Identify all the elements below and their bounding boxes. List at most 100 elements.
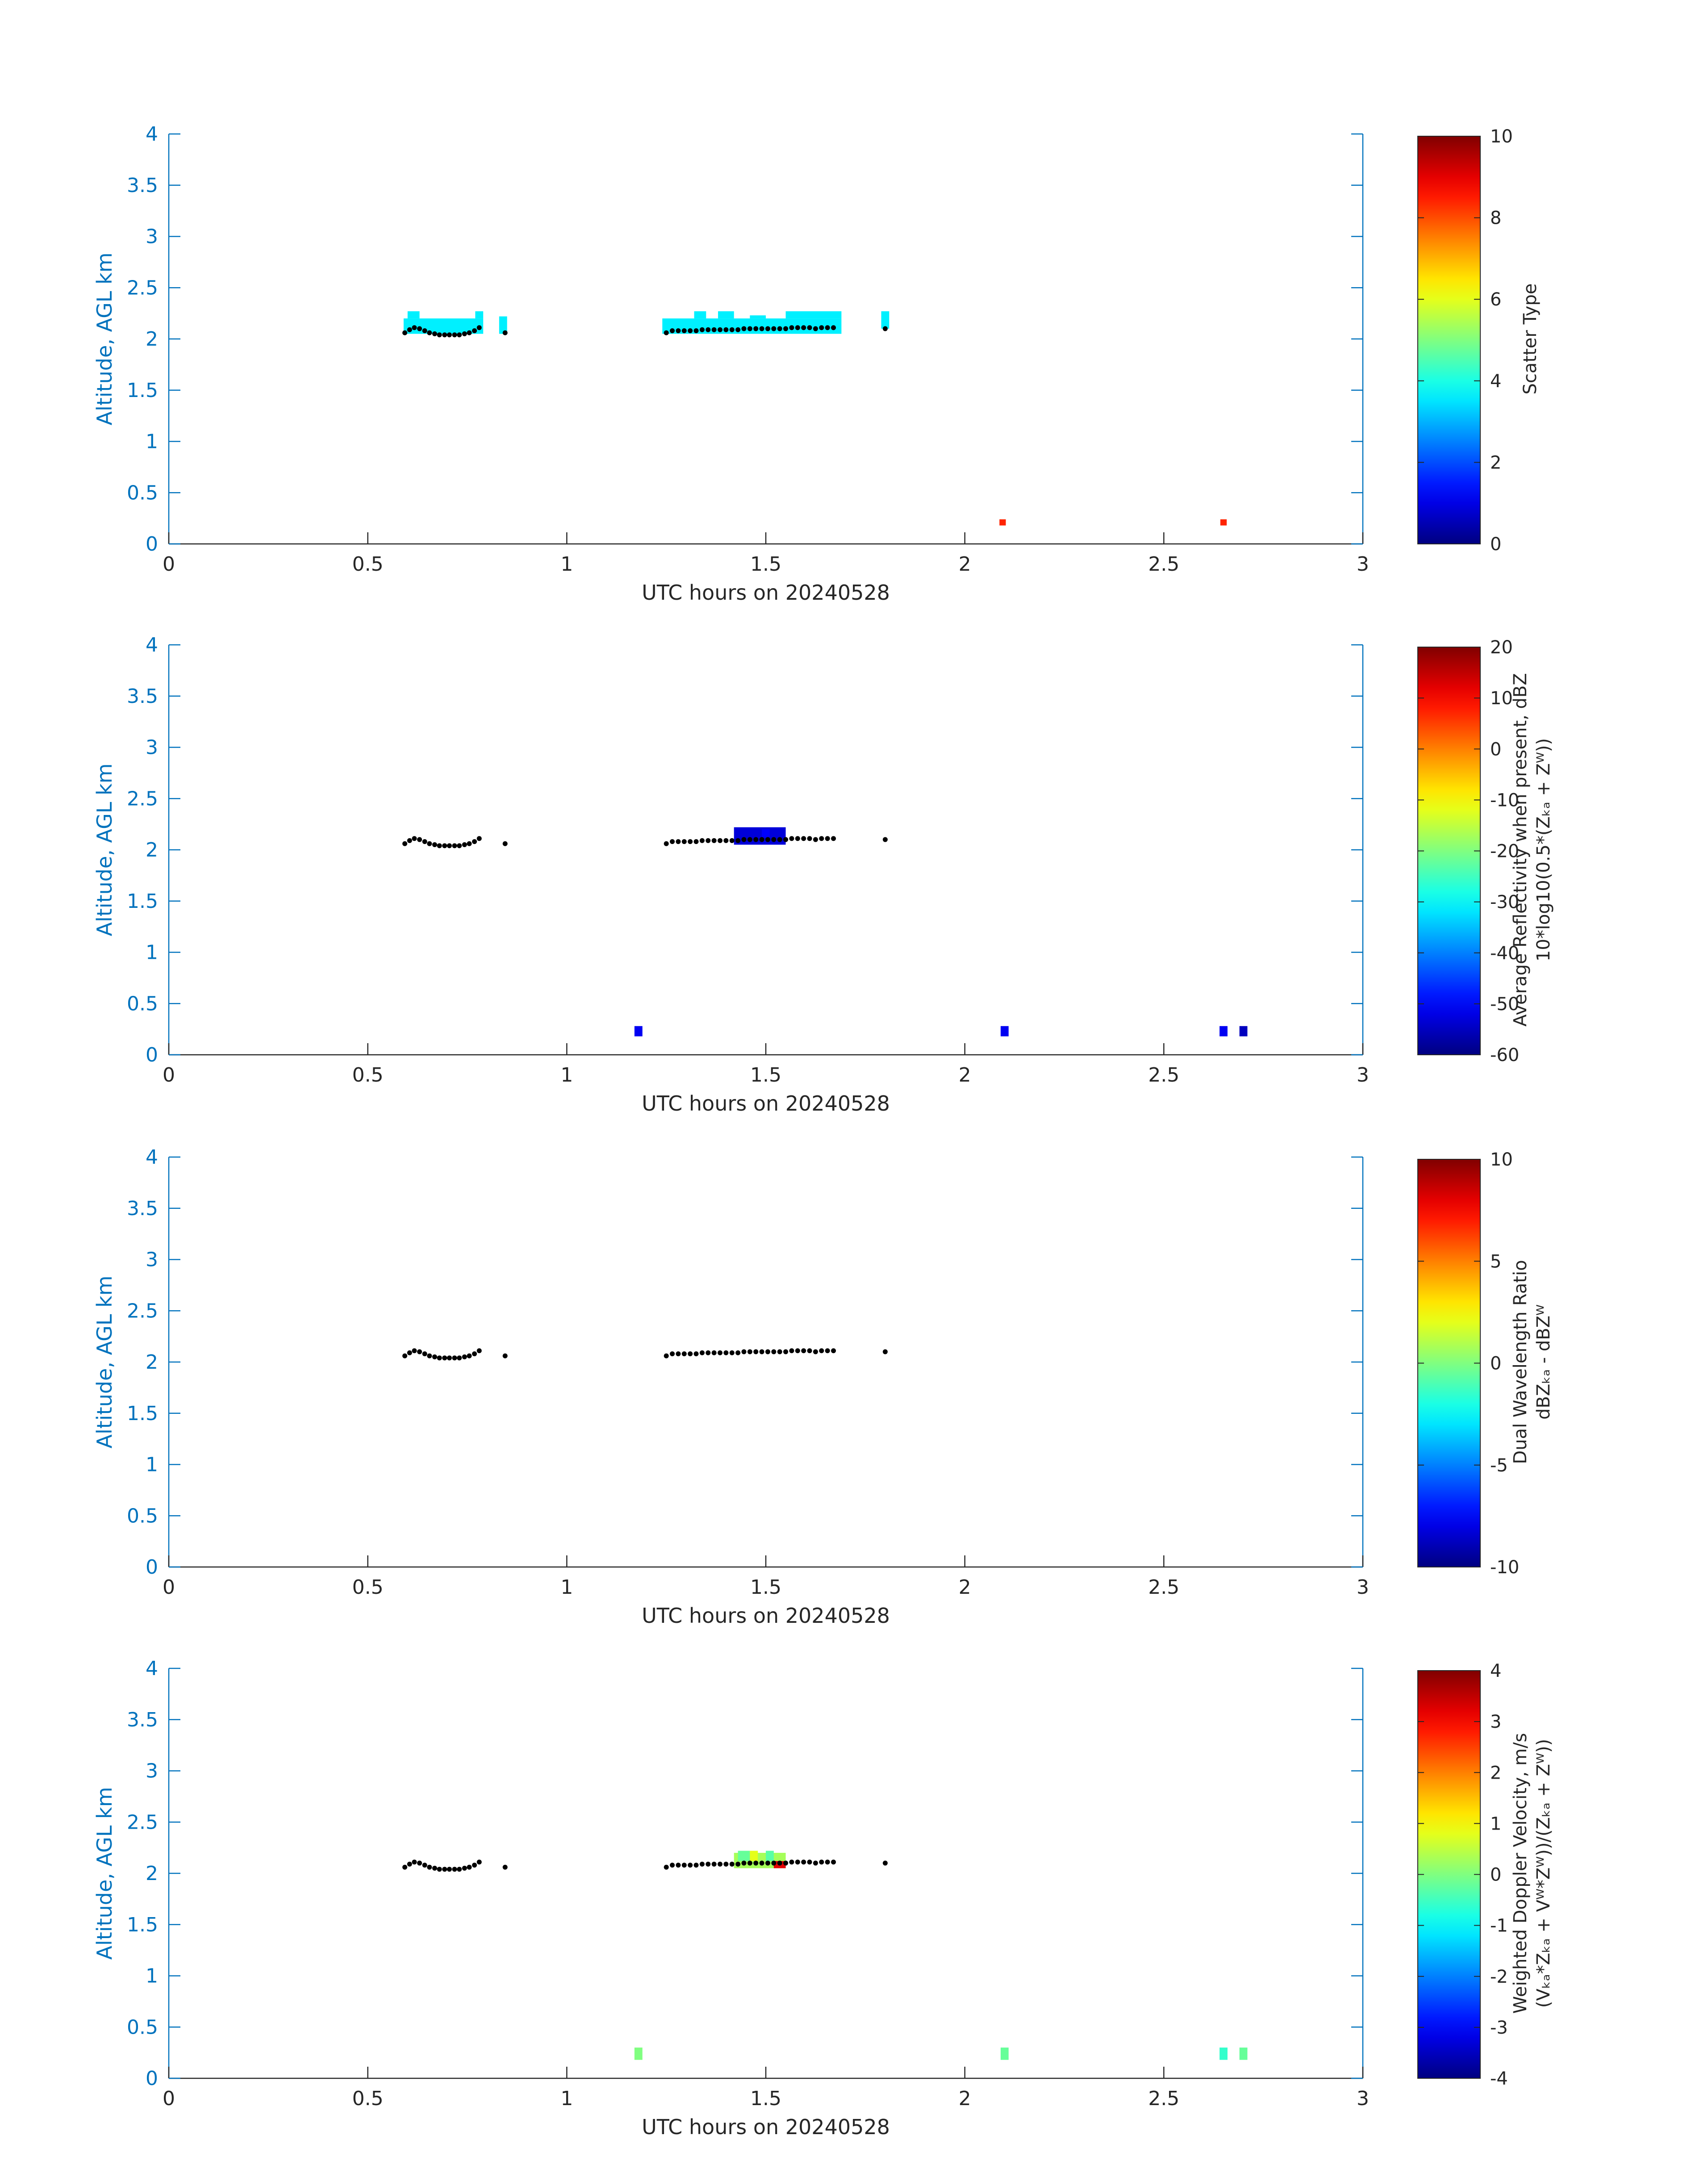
scatter-point	[801, 1859, 806, 1865]
scatter-point	[447, 1867, 452, 1872]
scatter-point	[432, 1354, 437, 1360]
scatter-point	[681, 328, 687, 334]
scatter-point	[670, 839, 675, 844]
colorbar-tick-label: 6	[1490, 289, 1501, 310]
scatter-point	[412, 836, 417, 841]
y-tick-label: 3	[146, 736, 158, 759]
scatter-point	[699, 838, 705, 843]
scatter-point	[681, 839, 687, 844]
scatter-point	[457, 1355, 462, 1361]
data-cell	[1239, 1026, 1248, 1036]
scatter-point	[467, 841, 472, 846]
scatter-point	[437, 332, 442, 338]
x-tick-label: 0	[163, 1064, 175, 1086]
scatter-point	[753, 1860, 759, 1866]
scatter-point	[789, 836, 794, 841]
scatter-point	[711, 327, 717, 332]
scatter-point	[795, 836, 800, 841]
data-cell	[694, 311, 706, 319]
scatter-point	[688, 1351, 693, 1357]
scatter-point	[729, 1861, 735, 1867]
scatter-point	[437, 1867, 442, 1872]
scatter-point	[711, 838, 717, 843]
scatter-point	[789, 325, 794, 330]
x-tick-label: 2	[959, 553, 971, 576]
x-tick-label: 1	[560, 553, 573, 576]
scatter-point	[807, 836, 812, 841]
scatter-point	[699, 1861, 705, 1867]
scatter-point	[417, 326, 422, 331]
y-tick-label: 1.5	[127, 379, 158, 402]
scatter-point	[452, 1355, 457, 1361]
y-tick-label: 1	[146, 430, 158, 453]
scatter-point	[467, 1353, 472, 1358]
colorbar-tick-label: -3	[1490, 2018, 1508, 2038]
scatter-point	[717, 327, 722, 332]
scatter-point	[427, 1864, 432, 1870]
colorbar-tick-label: 4	[1490, 371, 1501, 392]
scatter-point	[741, 837, 747, 842]
data-cell	[766, 1851, 774, 1861]
scatter-point	[747, 1860, 752, 1866]
y-tick-label: 3.5	[127, 685, 158, 708]
scatter-point	[437, 843, 442, 848]
data-cell	[999, 519, 1006, 526]
scatter-point	[688, 1863, 693, 1868]
panel-3: 0 0.5 1 1.5 2 2.5 3 0 0.5 1 1.5 2 2.5 3 3.5 4 UTC hours …	[92, 1146, 1554, 1628]
scatter-point	[676, 1863, 681, 1868]
scatter-point	[693, 1863, 699, 1868]
scatter-point	[457, 843, 462, 848]
y-axis-label: Altitude, AGL km	[92, 1275, 117, 1448]
scatter-point	[472, 1863, 477, 1868]
scatter-point	[717, 1350, 722, 1355]
scatter-point	[412, 1348, 417, 1354]
y-tick-label: 0	[146, 1556, 158, 1579]
x-tick-label: 2.5	[1148, 1576, 1179, 1599]
x-tick-label: 1.5	[750, 1064, 781, 1086]
scatter-point	[432, 331, 437, 337]
y-tick-label: 4	[146, 634, 158, 656]
x-tick-label: 2	[959, 1576, 971, 1599]
scatter-point	[765, 1860, 770, 1866]
colorbar: -10 -5 0 5 10 Dual Wavelength Ratio dBZₖₐ - dB…	[1417, 1149, 1554, 1578]
colorbar-tick-label: -50	[1490, 994, 1519, 1015]
scatter-point	[777, 837, 782, 842]
scatter-point	[723, 1861, 729, 1867]
colorbar-tick-label: 2	[1490, 452, 1501, 473]
scatter-point	[735, 327, 741, 332]
y-tick-label: 0.5	[127, 1504, 158, 1527]
scatter-point	[407, 838, 412, 843]
scatter-point	[407, 1350, 412, 1355]
scatter-point	[476, 1859, 482, 1865]
scatter-point	[693, 839, 699, 844]
scatter-point	[452, 843, 457, 848]
colorbar-tick-label: 2	[1490, 1763, 1501, 1783]
scatter-point	[688, 839, 693, 844]
scatter-point	[417, 1860, 422, 1866]
colorbar-tick-label: 0	[1490, 739, 1501, 760]
y-tick-label: 4	[146, 1657, 158, 1680]
x-tick-label: 2.5	[1148, 2087, 1179, 2110]
y-tick-label: 2	[146, 1351, 158, 1374]
scatter-point	[462, 331, 467, 337]
y-tick-label: 0	[146, 533, 158, 556]
scatter-point	[422, 328, 427, 334]
scatter-point	[462, 1354, 467, 1360]
scatter-point	[467, 1864, 472, 1870]
scatter-point	[711, 1350, 717, 1355]
colorbar-label: Weighted Doppler Velocity, m/s	[1510, 1733, 1531, 2014]
scatter-point	[427, 841, 432, 846]
x-tick-label: 1.5	[750, 2087, 781, 2110]
scatter-point	[753, 837, 759, 842]
scatter-point	[670, 1863, 675, 1868]
scatter-point	[664, 1353, 669, 1358]
colorbar-tick-label: -4	[1490, 2068, 1508, 2089]
scatter-point	[831, 1859, 836, 1865]
y-axis-label: Altitude, AGL km	[92, 763, 117, 936]
colorbar-label: Dual Wavelength Ratio	[1510, 1260, 1531, 1464]
x-tick-label: 2.5	[1148, 1064, 1179, 1086]
scatter-point	[771, 837, 777, 842]
colorbar-tick-label: 10	[1490, 688, 1513, 709]
colorbar-tick-label: 8	[1490, 208, 1501, 229]
scatter-point	[442, 1867, 447, 1872]
